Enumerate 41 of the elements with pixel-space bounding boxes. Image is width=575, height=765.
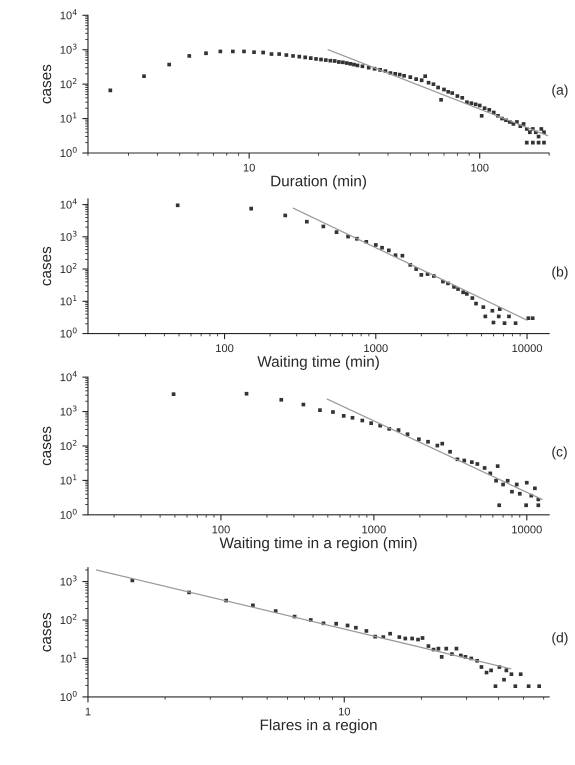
y-tick-label: 10$^{1}$: [60, 474, 76, 484]
y-tick-label: 10$^{3}$: [60, 405, 77, 416]
x-tick-label: 1: [86, 708, 91, 716]
x-tick-label: 100: [212, 526, 230, 534]
y-tick-label: 10$^{1}$: [60, 652, 76, 663]
y-tick-label: 10$^{2}$: [60, 78, 76, 88]
x-tick-label: 1000: [364, 344, 388, 352]
y-tick-label: 10$^{2}$: [60, 262, 76, 274]
y-axis-title: cases: [42, 426, 52, 466]
x-tick-label: 10: [244, 164, 255, 172]
y-tick-label: 10$^{0}$: [60, 327, 77, 338]
y-tick-label: 10$^{3}$: [60, 575, 77, 586]
x-axis-title: Waiting time (min): [257, 356, 379, 370]
text: (a): [552, 84, 568, 98]
y-tick-label: 10$^{2}$: [60, 614, 76, 624]
y-tick-label: 10$^{0}$: [60, 508, 77, 519]
y-tick-label: 10$^{4}$: [60, 9, 77, 20]
x-tick-label: 10000: [512, 344, 542, 352]
y-tick-label: 10$^{3}$: [60, 230, 77, 241]
text: (b): [552, 266, 568, 280]
y-tick-label: 10$^{1}$: [60, 295, 76, 306]
text: (d): [552, 632, 568, 646]
y-tick-label: 10$^{4}$: [60, 198, 77, 209]
y-tick-label: 10$^{0}$: [60, 690, 77, 701]
x-axis-title: Flares in a region: [260, 719, 377, 734]
y-axis-title: cases: [42, 64, 52, 104]
x-axis-title: Waiting time in a region (min): [220, 537, 417, 552]
y-tick-label: 10$^{3}$: [60, 44, 77, 54]
y-tick-label: 10$^{1}$: [60, 112, 76, 123]
y-tick-label: 10$^{0}$: [60, 146, 77, 158]
text: (c): [552, 446, 567, 460]
x-tick-label: 100: [216, 344, 234, 352]
y-tick-label: 10$^{2}$: [60, 440, 76, 450]
y-tick-label: 10$^{4}$: [60, 371, 77, 382]
x-tick-label: 1000: [362, 526, 386, 534]
x-axis-title: Duration (min): [271, 175, 366, 190]
y-axis-title: cases: [42, 612, 52, 652]
x-tick-label: 10: [338, 708, 350, 716]
y-axis-title: cases: [42, 246, 52, 286]
x-tick-label: 100: [471, 164, 489, 172]
x-tick-label: 10000: [512, 526, 542, 534]
